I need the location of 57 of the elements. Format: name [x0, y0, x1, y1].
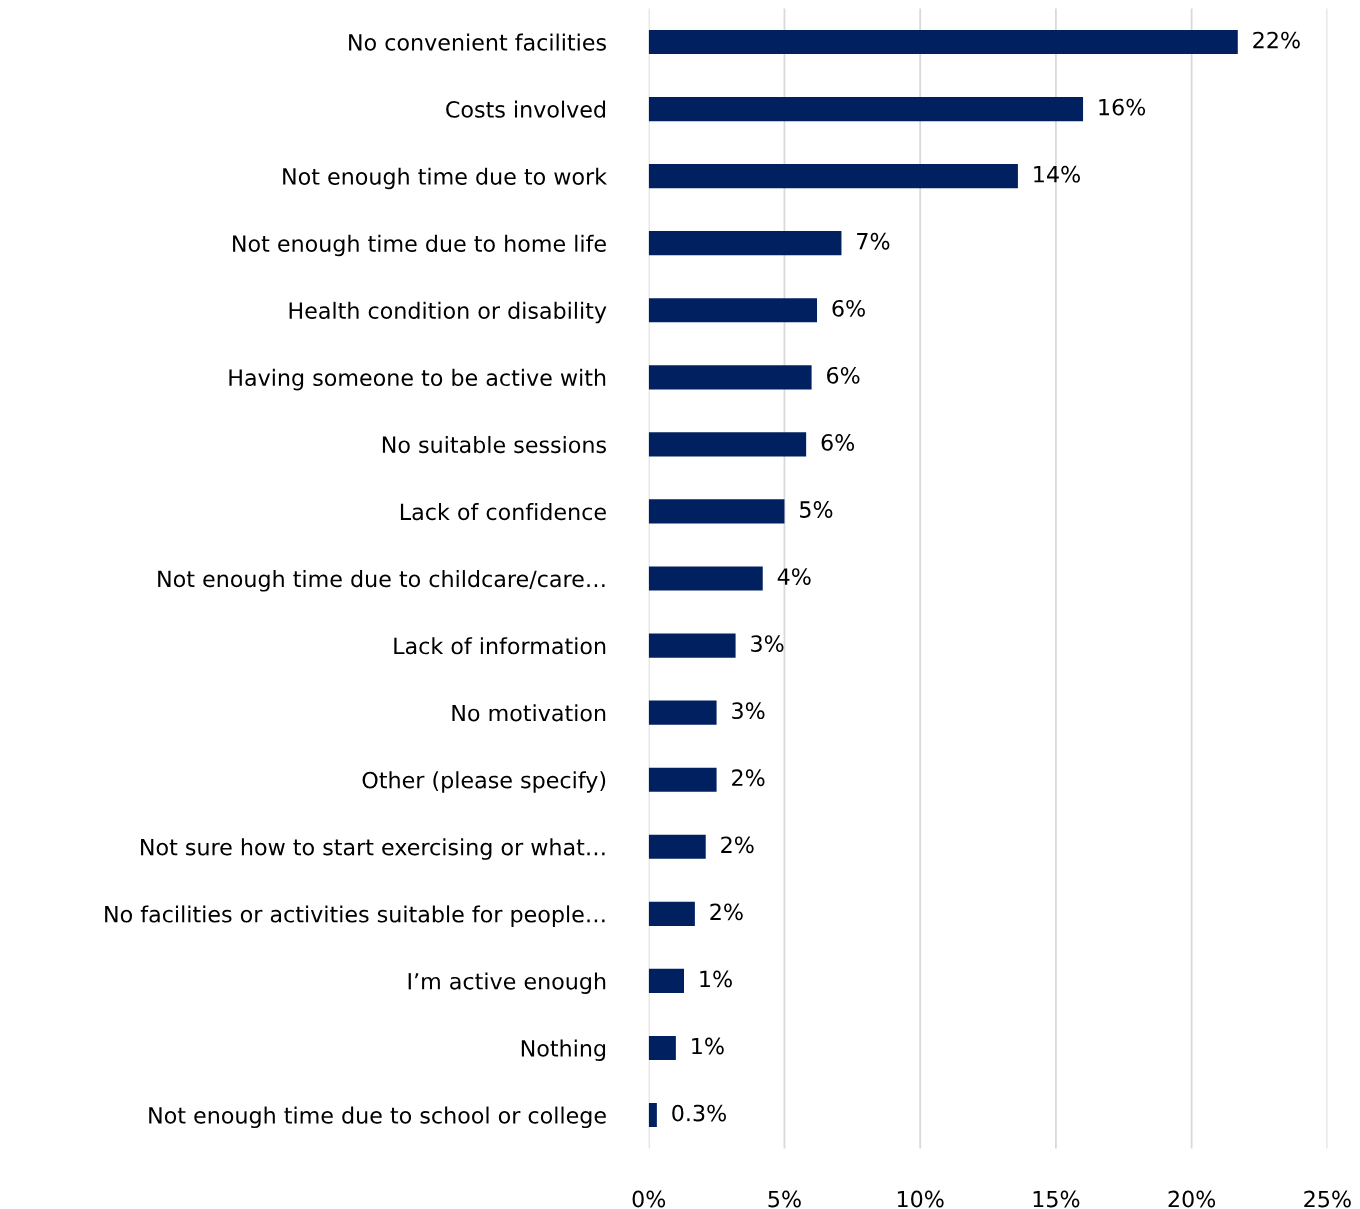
- data-label: 6%: [827, 366, 860, 384]
- y-tick-label: Not sure how to start exercising or what…: [141, 838, 605, 860]
- y-tick-label: Having someone to be active with: [229, 368, 606, 391]
- x-tick-label: 20%: [1168, 1190, 1216, 1208]
- y-tick-label: No convenient facilities: [349, 33, 606, 51]
- x-tick-label: 5%: [768, 1190, 801, 1208]
- data-label: 14%: [1034, 165, 1080, 183]
- x-tick-label: 15%: [1033, 1190, 1080, 1208]
- y-tick-label: I’m active enough: [408, 972, 606, 994]
- y-tick-label: Not enough time due to childcare/care…: [158, 570, 605, 592]
- data-label: 3%: [751, 635, 784, 653]
- bar: [648, 499, 785, 524]
- data-label: 6%: [821, 434, 855, 451]
- bar: [648, 633, 736, 658]
- bar: [648, 968, 685, 993]
- data-label: 6%: [832, 299, 865, 317]
- data-label: 22%: [1253, 31, 1300, 49]
- bar: [648, 1102, 657, 1128]
- y-tick-label: Lack of confidence: [400, 503, 606, 521]
- bar: [648, 1035, 676, 1061]
- bar: [648, 365, 812, 390]
- y-tick-label: No suitable sessions: [382, 435, 606, 454]
- y-tick-label: Costs involved: [446, 100, 606, 118]
- y-tick-label: Lack of information: [394, 637, 606, 655]
- y-tick-label: Not enough time due to work: [283, 167, 607, 190]
- bar: [648, 29, 1238, 55]
- y-tick-label: Nothing: [521, 1039, 606, 1062]
- data-label: 2%: [721, 836, 754, 854]
- y-tick-label: Other (please specify): [362, 771, 606, 793]
- y-tick-label: No facilities or activities suitable for people…: [105, 905, 605, 927]
- bar: [648, 96, 1084, 122]
- bar: [648, 566, 763, 591]
- bar: [648, 164, 1018, 189]
- bar: [648, 231, 842, 256]
- data-label: 2%: [710, 903, 743, 921]
- bar: [648, 700, 717, 725]
- data-label: 3%: [732, 702, 765, 720]
- bar: [648, 767, 717, 792]
- data-label: 0.3%: [672, 1104, 726, 1122]
- x-tick-label: 10%: [897, 1190, 944, 1208]
- data-label: 4%: [777, 568, 811, 585]
- bar: [648, 901, 695, 926]
- y-tick-label: No motivation: [452, 704, 606, 722]
- data-label: 16%: [1099, 98, 1146, 116]
- x-tick-label: 0%: [632, 1190, 666, 1208]
- x-tick-label: 25%: [1304, 1190, 1351, 1208]
- y-tick-label: Not enough time due to school or college: [149, 1106, 606, 1129]
- y-tick-label: Not enough time due to home life: [233, 234, 606, 257]
- bar: [648, 432, 807, 457]
- data-label: 2%: [732, 769, 765, 787]
- data-label: 1%: [700, 970, 732, 988]
- bar: [648, 298, 818, 323]
- data-label: 1%: [692, 1037, 724, 1055]
- data-label: 5%: [800, 501, 833, 518]
- data-label: 7%: [857, 232, 890, 250]
- y-tick-label: Health condition or disability: [289, 301, 607, 324]
- bar: [648, 834, 706, 859]
